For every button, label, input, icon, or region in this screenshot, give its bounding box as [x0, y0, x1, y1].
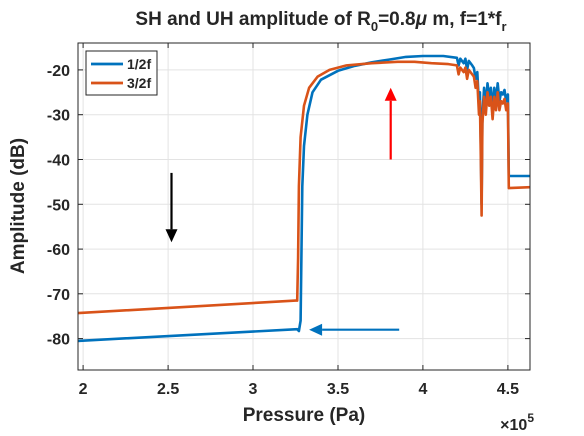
title-prefix: SH and UH amplitude of R — [135, 9, 371, 30]
annotation-arrow-3 — [309, 323, 400, 336]
legend-label-series-1: 1/2f — [127, 56, 151, 72]
legend-box — [85, 50, 158, 96]
y-tick-label: -80 — [47, 332, 70, 349]
x-exponent-power: 5 — [527, 411, 534, 425]
series-lines — [78, 54, 530, 343]
x-tick-label: 2 — [79, 381, 88, 398]
y-tick-label: -60 — [47, 242, 70, 259]
x-tick-label: 4 — [418, 381, 427, 398]
y-tick-label: -70 — [47, 287, 70, 304]
legend: 1/2f 3/2f — [85, 50, 158, 96]
x-tick-label: 3 — [249, 381, 258, 398]
title-mu: μ — [415, 9, 428, 30]
x-axis-exponent: ×105 — [500, 411, 534, 434]
x-tick-label: 3.5 — [327, 381, 349, 398]
title-subscript-0: 0 — [371, 19, 378, 34]
annotation-arrow-2 — [384, 87, 397, 160]
annotation-arrow-1 — [165, 172, 178, 243]
chart-title: SH and UH amplitude of R0=0.8μ m, f=1*fr — [135, 9, 506, 34]
title-middle: =0.8 — [378, 9, 416, 30]
series-line-2 — [78, 60, 530, 315]
title-subscript-r: r — [502, 19, 507, 34]
y-axis-label: Amplitude (dB) — [8, 138, 29, 274]
x-exponent-base: ×10 — [500, 417, 527, 434]
y-tick-label: -20 — [47, 63, 70, 80]
y-tick-label: -50 — [47, 197, 70, 214]
plot-frame — [77, 42, 531, 371]
annotation-arrows — [165, 87, 400, 336]
legend-label-series-2: 3/2f — [127, 75, 151, 91]
plot-area — [78, 43, 530, 370]
x-axis-label: Pressure (Pa) — [243, 405, 366, 426]
title-suffix: m, f=1*f — [427, 9, 502, 30]
y-tick-label: -30 — [47, 108, 70, 125]
series-line-1 — [78, 54, 530, 343]
axis-ticks: 2 2.5 3 3.5 4 4.5 -80 -70 -60 -50 -40 -30 -20 — [47, 43, 530, 398]
x-tick-label: 2.5 — [157, 381, 179, 398]
x-tick-label: 4.5 — [497, 381, 519, 398]
y-tick-label: -40 — [47, 153, 70, 170]
